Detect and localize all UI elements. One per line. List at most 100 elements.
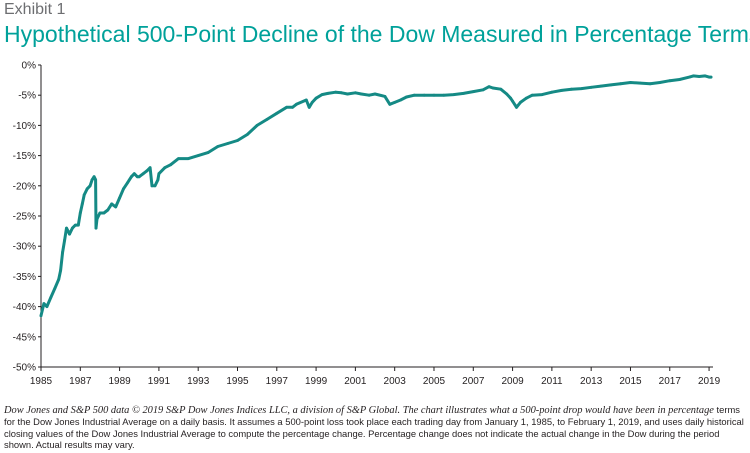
data-point <box>114 205 118 209</box>
data-point <box>102 211 106 215</box>
data-point <box>524 96 528 100</box>
footnote-text: terms for the Dow Jones Industrial Avera… <box>4 404 744 450</box>
data-point <box>688 75 691 79</box>
data-point <box>668 79 672 83</box>
data-point <box>367 93 371 97</box>
data-point <box>295 102 298 106</box>
x-tick-label: 1997 <box>266 376 289 387</box>
x-tick-label: 2015 <box>619 376 642 387</box>
x-tick-label: 1999 <box>305 376 328 387</box>
data-point <box>340 91 343 95</box>
data-point <box>505 92 509 96</box>
data-point <box>550 90 554 94</box>
data-point <box>471 90 475 93</box>
data-point <box>61 250 64 254</box>
data-point <box>45 305 49 308</box>
data-point <box>118 196 121 200</box>
data-point <box>709 75 713 79</box>
data-point <box>658 81 662 84</box>
data-point <box>629 81 632 84</box>
data-point <box>481 88 485 92</box>
data-point <box>80 202 84 206</box>
data-point <box>236 139 239 142</box>
data-point <box>265 118 269 121</box>
data-point <box>320 93 324 96</box>
x-tick-label: 2011 <box>541 376 563 387</box>
data-point <box>697 75 701 78</box>
data-point <box>692 74 695 78</box>
y-tick-label: -20% <box>13 181 36 192</box>
data-point <box>169 163 173 167</box>
data-point <box>76 223 80 227</box>
line-chart: 0% -5% -10% -15% -20% -25% -30% -35% -40% -45% -50… <box>13 61 721 388</box>
data-point <box>452 93 455 96</box>
data-point <box>462 92 465 95</box>
data-point <box>511 99 514 103</box>
data-point <box>354 91 357 95</box>
data-point <box>177 157 180 160</box>
data-point <box>310 101 314 104</box>
data-point <box>393 101 397 104</box>
data-point <box>314 96 318 100</box>
data-point <box>157 172 161 176</box>
x-tick-label: 1985 <box>30 376 53 387</box>
data-point <box>359 92 363 96</box>
data-point <box>609 83 613 87</box>
data-point <box>163 166 167 170</box>
x-tick-label: 2003 <box>384 376 407 387</box>
data-point <box>187 157 190 160</box>
data-point <box>291 105 294 109</box>
x-tick-label: 1989 <box>108 376 131 387</box>
chart-title: Hypothetical 500-Point Decline of the Do… <box>4 21 750 47</box>
data-point <box>422 93 426 97</box>
data-point <box>509 96 512 100</box>
data-point <box>156 178 160 182</box>
x-tick-label: 2007 <box>462 376 485 387</box>
data-point <box>82 193 86 197</box>
x-tick-label: 1991 <box>148 376 171 387</box>
data-point <box>78 211 82 215</box>
data-point <box>304 98 308 102</box>
data-point <box>703 74 707 78</box>
data-point <box>560 89 564 92</box>
y-tick-label: -10% <box>13 121 36 132</box>
data-point <box>153 184 157 188</box>
y-tick-label: -25% <box>13 212 36 223</box>
data-point <box>399 98 402 102</box>
data-point <box>106 208 110 212</box>
data-point <box>442 93 446 97</box>
x-tick-label: 2019 <box>698 376 721 387</box>
data-point <box>285 105 288 109</box>
data-point <box>245 133 249 136</box>
data-point <box>515 105 518 109</box>
data-point <box>141 172 145 176</box>
y-axis-ticks: 0% -5% -10% -15% -20% -25% -30% -35% -40% -45% -50… <box>13 61 41 374</box>
data-point <box>49 296 53 299</box>
data-point <box>85 187 89 191</box>
data-point <box>491 86 495 90</box>
data-point <box>53 287 57 290</box>
x-tick-label: 2013 <box>580 376 603 387</box>
data-point <box>599 84 603 88</box>
data-point <box>412 93 416 97</box>
data-point <box>39 314 43 318</box>
data-point <box>42 302 46 305</box>
data-point <box>137 175 141 179</box>
data-point <box>92 175 96 179</box>
x-tick-label: 2005 <box>423 376 446 387</box>
data-point <box>88 184 92 188</box>
chart-series <box>39 74 713 318</box>
data-point <box>388 102 392 106</box>
x-axis-ticks: 1985 1987 1989 1991 1993 1995 1997 1999 2001 2003… <box>30 367 721 387</box>
data-point <box>432 93 436 97</box>
data-point <box>95 217 99 221</box>
y-tick-label: -30% <box>13 242 36 253</box>
data-point <box>94 178 97 182</box>
chart-footnote: Dow Jones and S&P 500 data © 2019 S&P Do… <box>4 404 746 450</box>
data-point <box>580 87 583 90</box>
data-point <box>71 226 74 230</box>
x-tick-label: 1993 <box>187 376 210 387</box>
y-tick-label: -5% <box>18 91 36 102</box>
y-tick-label: 0% <box>22 61 37 72</box>
x-tick-label: 2001 <box>344 376 367 387</box>
